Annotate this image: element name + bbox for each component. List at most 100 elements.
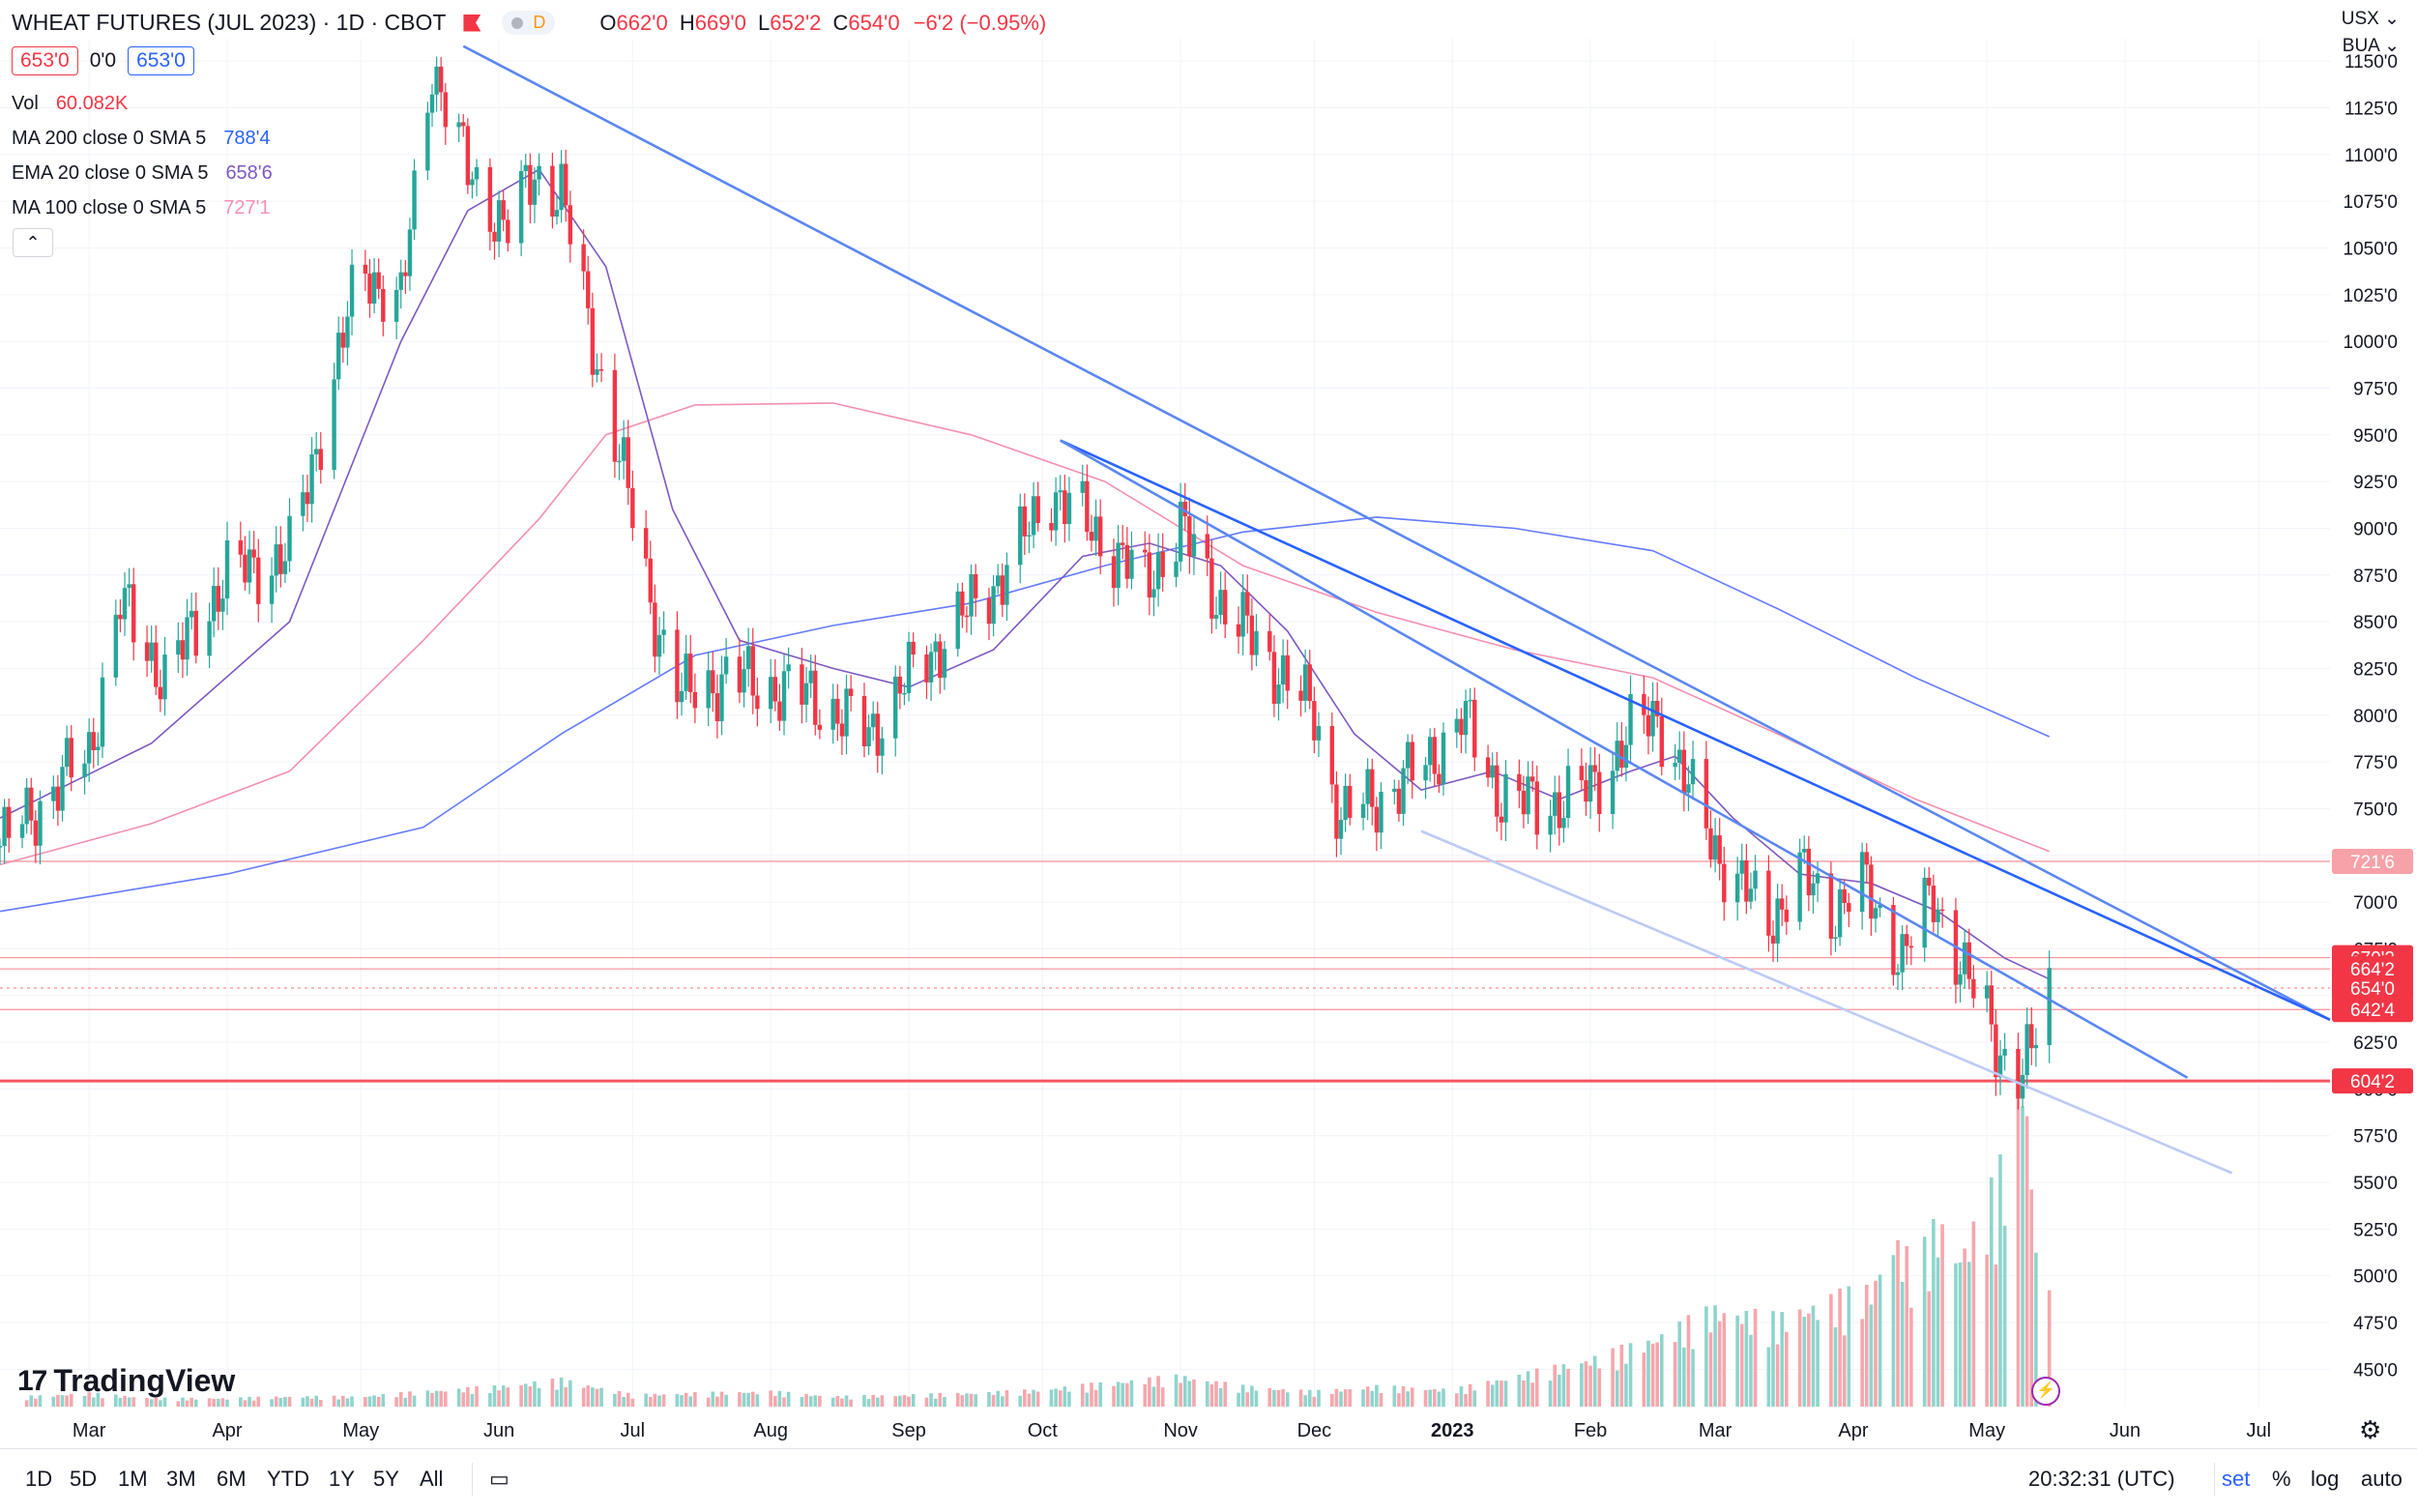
volume-bar (1891, 1255, 1896, 1407)
candle-body (1673, 763, 1677, 768)
unit-selector[interactable]: BUA ⌄ (2342, 36, 2400, 56)
y-tick-label: 700'0 (2353, 893, 2398, 914)
symbol-title[interactable]: WHEAT FUTURES (JUL 2023) · 1D · CBOT (12, 10, 447, 35)
flag-icon[interactable] (463, 14, 481, 32)
candle-body (247, 549, 252, 583)
volume-bar (149, 1399, 154, 1407)
trendlines (462, 44, 2331, 1175)
indicator-volume[interactable]: Vol 60.082K (12, 93, 128, 115)
range-1d-button[interactable]: 1D (25, 1467, 53, 1491)
market-status-pill[interactable]: D (502, 11, 556, 35)
candle-body (1579, 766, 1585, 781)
x-tick-label: Apr (1838, 1420, 1868, 1441)
x-tick-label: 2023 (1431, 1420, 1474, 1441)
volume-bar (1829, 1294, 1833, 1407)
volume-bar (1174, 1374, 1179, 1407)
candle-body (911, 641, 916, 654)
volume-bar (1018, 1395, 1023, 1407)
volume-bar (1192, 1379, 1196, 1407)
candle-body (33, 820, 39, 846)
candle-body (1908, 945, 1914, 948)
candle-body (1766, 870, 1771, 936)
volume-bar (1187, 1381, 1192, 1407)
volume-bar (724, 1394, 728, 1407)
volume-bar (1655, 1342, 1659, 1407)
volume-bar (1116, 1381, 1121, 1407)
volume-bar (933, 1398, 938, 1407)
range-1y-button[interactable]: 1Y (329, 1467, 355, 1491)
volume-bar (1592, 1355, 1597, 1407)
price-level-label: 721'6 (2350, 853, 2395, 873)
candle-body (653, 602, 657, 657)
range-ytd-button[interactable]: YTD (267, 1467, 309, 1491)
candle-body (518, 170, 524, 244)
logo-text: TradingView (53, 1363, 236, 1398)
y-tick-label: 450'0 (2353, 1360, 2398, 1381)
candle-body (412, 170, 417, 230)
candle-body (1338, 820, 1344, 839)
volume-bar (898, 1395, 902, 1407)
tradingview-logo[interactable]: 17 TradingView (17, 1363, 235, 1399)
auto-scale-toggle[interactable]: auto (2361, 1467, 2402, 1491)
range-3m-button[interactable]: 3M (166, 1467, 196, 1491)
session-toggle[interactable]: set (2222, 1467, 2251, 1491)
y-tick-label: 850'0 (2353, 613, 2398, 633)
candle-body (1927, 877, 1932, 887)
volume-bar (1312, 1396, 1317, 1407)
candle-body (1427, 737, 1433, 766)
candle-body (684, 654, 688, 691)
chevron-up-icon[interactable]: ⌃ (13, 228, 53, 257)
clock-readout[interactable]: 20:32:31 (UTC) (2028, 1467, 2175, 1491)
candle-body (1553, 792, 1558, 816)
candle-body (973, 574, 978, 598)
candle-body (1463, 701, 1469, 736)
volume-bar (425, 1390, 430, 1407)
volume-bar (911, 1394, 916, 1407)
volume-bar (466, 1386, 470, 1407)
candle-body (456, 122, 461, 128)
volume-bar (488, 1392, 492, 1407)
candle-body (1093, 516, 1098, 541)
volume-bar (306, 1396, 309, 1407)
candle-body (1659, 715, 1664, 768)
range-5y-button[interactable]: 5Y (373, 1467, 399, 1491)
volume-bar (1900, 1281, 1905, 1407)
range-1m-button[interactable]: 1M (118, 1467, 148, 1491)
candle-body (1833, 937, 1838, 939)
candle-body (69, 738, 73, 778)
range-5d-button[interactable]: 5D (70, 1467, 98, 1491)
volume-bar (595, 1388, 599, 1407)
candle-body (870, 713, 876, 728)
y-tick-label: 925'0 (2353, 473, 2398, 493)
price-level-tag (2332, 974, 2413, 1001)
indicator-ma200[interactable]: MA 200 close 0 SMA 5 788'4 (12, 128, 271, 150)
range-all-button[interactable]: All (420, 1467, 444, 1491)
trendline (1060, 439, 2189, 1079)
volume-bar (341, 1395, 345, 1407)
log-toggle[interactable]: log (2311, 1467, 2340, 1491)
indicator-ma100[interactable]: MA 100 close 0 SMA 5 727'1 (12, 197, 271, 219)
volume-bar (2024, 1116, 2029, 1407)
buy-button[interactable]: 653'0 (128, 46, 194, 75)
gear-icon[interactable]: ⚙ (2359, 1415, 2382, 1444)
candle-body (1370, 769, 1375, 807)
volume-bar (835, 1396, 840, 1407)
volume-bar (314, 1395, 318, 1407)
calendar-range-icon[interactable]: ▭ (489, 1467, 510, 1491)
volume-bar (1936, 1257, 1940, 1407)
percent-toggle[interactable]: % (2272, 1467, 2291, 1491)
indicator-ema20[interactable]: EMA 20 close 0 SMA 5 658'6 (12, 162, 273, 185)
lightning-icon[interactable]: ⚡ (2031, 1377, 2060, 1406)
range-6m-button[interactable]: 6M (217, 1467, 247, 1491)
candle-body (461, 122, 466, 127)
candle-body (621, 437, 626, 461)
candle-body (220, 598, 225, 612)
volume-bar (1281, 1388, 1285, 1407)
sell-button[interactable]: 653'0 (12, 46, 78, 75)
currency-selector[interactable]: USX ⌄ (2341, 9, 2400, 29)
volume-bar (60, 1395, 65, 1407)
volume-bar (501, 1385, 506, 1407)
candle-body (1592, 765, 1597, 772)
candle-body (216, 586, 220, 612)
